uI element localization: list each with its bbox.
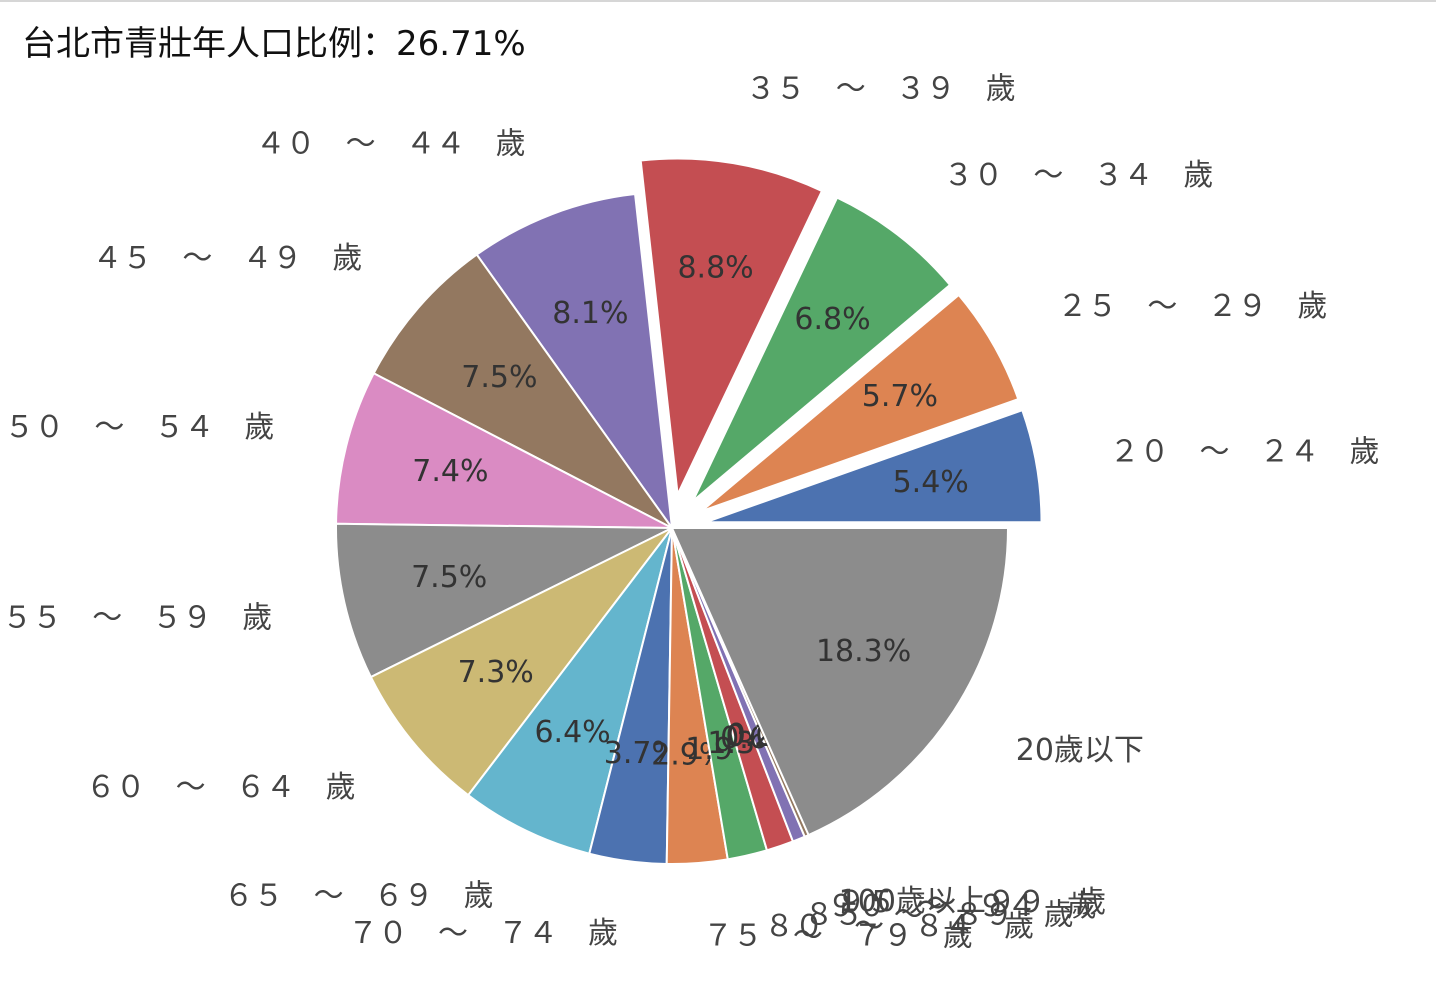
slice-category-label: ７０ ～ ７４ 歲 <box>348 916 618 951</box>
slice-percent-label: 7.5% <box>411 560 487 595</box>
pie-slice <box>691 196 952 502</box>
pie-slice <box>335 522 673 679</box>
slice-percent-label: 7.3% <box>458 655 534 690</box>
slice-category-label: ２０ ～ ２４ 歲 <box>1110 434 1380 469</box>
pie-slice <box>372 253 673 529</box>
pie-slice <box>670 527 1010 837</box>
slice-category-label: ３０ ～ ３４ 歲 <box>943 158 1213 193</box>
slice-percent-label: 6.8% <box>794 302 870 337</box>
slice-category-label: ４０ ～ ４４ 歲 <box>256 127 526 162</box>
pie-slice <box>369 527 673 797</box>
pie-slice <box>475 192 674 532</box>
slice-percent-label: 5.7% <box>862 379 938 414</box>
slice-category-label: ６５ ～ ６９ 歲 <box>224 879 494 914</box>
slice-percent-label: 8.8% <box>677 251 753 286</box>
pie-slice <box>639 157 824 499</box>
top-divider <box>0 0 1436 2</box>
slice-percent-label: 7.4% <box>412 454 488 489</box>
pie-slice <box>705 408 1043 524</box>
slice-category-label: ８０ ～ ８４ 歲 <box>764 909 1034 944</box>
slice-category-label: 20歲以下 <box>1016 733 1144 768</box>
slice-percent-label: 8.1% <box>552 296 628 331</box>
pie-slice <box>700 293 1020 513</box>
slice-category-label: ９５ ～ ９９ 歲 <box>836 885 1106 920</box>
slice-category-label: ７５ ～ ７９ 歲 <box>703 918 973 953</box>
slice-percent-label: 7.5% <box>461 360 537 395</box>
pie-slice <box>466 527 673 855</box>
slice-category-label: 100歲以上 <box>839 884 986 919</box>
pie-slice <box>335 371 673 529</box>
slice-category-label: ６０ ～ ６４ 歲 <box>86 770 356 805</box>
slice-category-label: ３５ ～ ３９ 歲 <box>746 72 1016 107</box>
page-title: 台北市青壯年人口比例：26.71% <box>22 24 526 64</box>
slice-percent-label: 5.4% <box>893 465 969 500</box>
slice-category-label: ５０ ～ ５４ 歲 <box>4 410 274 445</box>
slice-percent-label: 6.4% <box>534 715 610 750</box>
slice-category-label: ４５ ～ ４９ 歲 <box>92 241 362 276</box>
slice-category-label: ２５ ～ ２９ 歲 <box>1057 289 1327 324</box>
slice-category-label: ５５ ～ ５９ 歲 <box>2 600 272 635</box>
slice-percent-label: 18.3% <box>816 634 911 669</box>
slice-category-label: ９０ ～ ９４ 歲 <box>827 889 1097 924</box>
slice-category-label: ８５ ～ ８９ 歲 <box>804 898 1074 933</box>
